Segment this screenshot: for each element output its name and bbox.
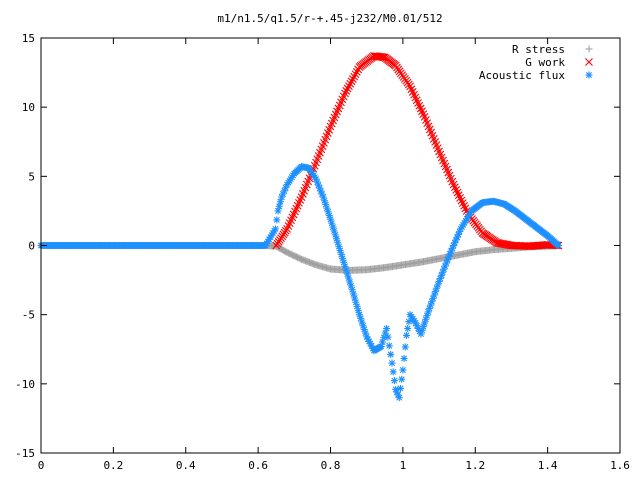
y-tick-label: 0 (28, 240, 35, 253)
x-tick-label: 1.6 (610, 459, 630, 472)
legend-label: Acoustic flux (479, 69, 565, 82)
data-point (401, 343, 409, 351)
data-point (352, 67, 361, 76)
legend-marker (585, 71, 593, 79)
legend-marker (585, 45, 593, 53)
x-tick-label: 1.4 (538, 459, 558, 472)
chart-title: m1/n1.5/q1.5/r-+.45-j232/M0.01/512 (217, 12, 442, 25)
x-tick-label: 0.6 (248, 459, 268, 472)
data-point (400, 354, 408, 362)
y-tick-label: -5 (22, 309, 35, 322)
data-point (346, 79, 355, 88)
x-tick-label: 0.4 (176, 459, 196, 472)
data-point (398, 375, 406, 383)
legend-label: G work (525, 56, 565, 69)
x-tick-label: 0 (38, 459, 45, 472)
data-point (271, 225, 279, 233)
legend-label: R stress (512, 43, 565, 56)
data-point (345, 82, 353, 91)
data-point (343, 84, 352, 93)
data-point (402, 331, 410, 339)
y-axis: 15 10 5 0 -5 -10 -15 (15, 32, 620, 460)
x-tick-label: 1.2 (465, 459, 485, 472)
data-point (350, 72, 359, 81)
x-axis: 0 0.2 0.4 0.6 0.8 1 1.2 1.4 1.6 (38, 38, 630, 472)
data-marks (37, 52, 563, 402)
data-point (404, 325, 412, 332)
data-point (435, 277, 443, 285)
data-point (276, 198, 284, 206)
data-point (387, 350, 395, 358)
data-point (390, 377, 398, 385)
x-tick-label: 0.2 (103, 459, 123, 472)
data-point (275, 202, 283, 210)
y-tick-label: 15 (22, 32, 35, 45)
data-point (554, 242, 562, 249)
data-point (354, 307, 362, 315)
data-point (342, 87, 351, 95)
data-point (273, 216, 281, 224)
data-point (335, 243, 343, 251)
data-point (384, 333, 392, 341)
y-tick-label: 10 (22, 101, 35, 114)
data-point (379, 53, 388, 62)
data-point (388, 359, 396, 367)
data-point (395, 394, 403, 402)
x-tick-label: 0.8 (321, 459, 341, 472)
data-point (383, 325, 391, 332)
data-point (442, 259, 450, 267)
data-point (396, 384, 404, 392)
data-point (385, 342, 393, 350)
data-point (347, 77, 356, 86)
y-tick-label: -15 (15, 447, 35, 460)
legend-marker (585, 58, 593, 66)
data-point (389, 368, 397, 376)
x-tick-label: 1 (400, 459, 407, 472)
data-point (341, 89, 349, 98)
y-tick-label: 5 (28, 170, 35, 183)
data-point (348, 75, 357, 83)
data-point (274, 207, 282, 215)
series-acoustic-flux (37, 163, 562, 402)
data-point (460, 219, 468, 227)
data-point (399, 366, 407, 374)
data-point (351, 70, 360, 79)
y-tick-label: -10 (15, 378, 35, 391)
series-g-work (272, 52, 563, 251)
